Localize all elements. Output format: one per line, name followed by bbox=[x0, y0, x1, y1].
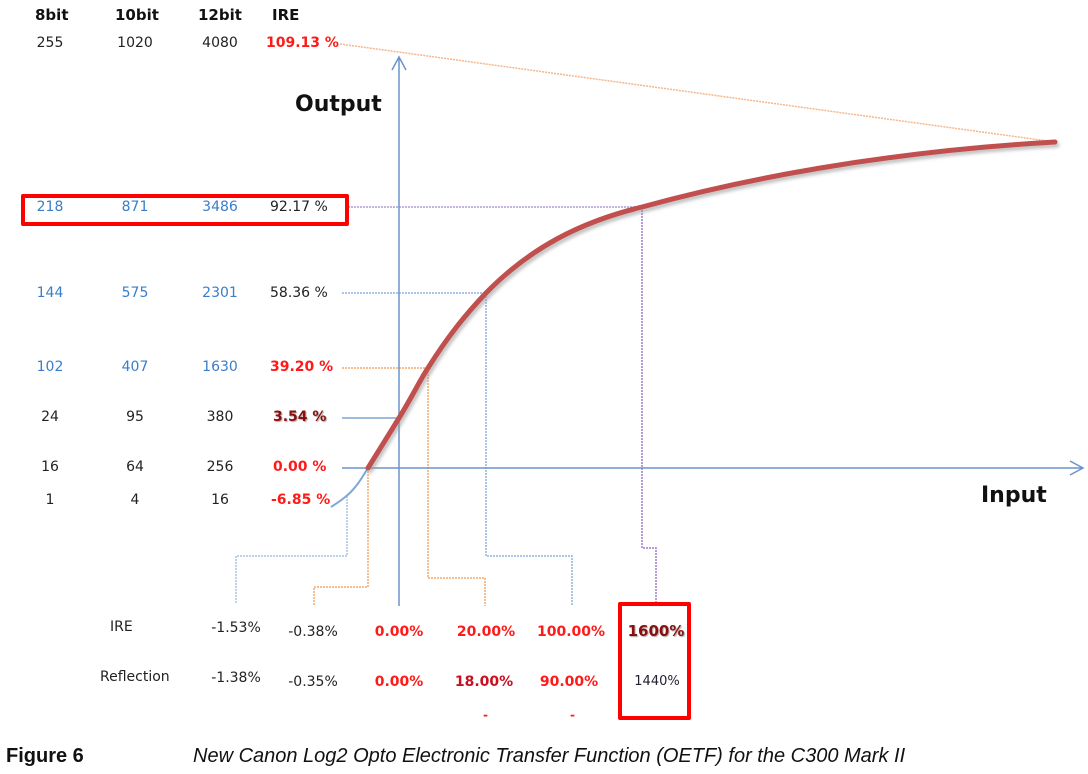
row5-10bit: 64 bbox=[126, 459, 144, 475]
row4-ire: 3.54 % bbox=[273, 409, 327, 425]
row0-10bit: 1020 bbox=[117, 35, 153, 51]
row0-ire: 109.13 % bbox=[266, 35, 339, 51]
dash-mark-2: - bbox=[570, 708, 575, 722]
oetf-curve bbox=[365, 139, 1058, 471]
row3-ire: 39.20 % bbox=[270, 359, 334, 375]
input-refl-1: -0.35% bbox=[288, 674, 338, 690]
dash-mark-1: - bbox=[483, 708, 488, 722]
row4-10bit: 95 bbox=[126, 409, 144, 425]
input-ire-5: 1600% bbox=[627, 622, 685, 640]
highlight-box-output bbox=[21, 194, 349, 226]
input-ire-1: -0.38% bbox=[288, 624, 338, 640]
bottom-ire-label: IRE bbox=[110, 619, 133, 635]
input-ire-3: 20.00% bbox=[456, 624, 516, 640]
curve-toe bbox=[330, 467, 369, 508]
row3-8bit: 102 bbox=[36, 359, 64, 375]
row4-12bit: 380 bbox=[206, 409, 234, 425]
y-axis-label: Output bbox=[295, 92, 382, 117]
guide-1440 bbox=[641, 207, 657, 604]
row0-12bit: 4080 bbox=[202, 35, 238, 51]
x-axis-label: Input bbox=[981, 483, 1047, 508]
row6-10bit: 4 bbox=[130, 492, 140, 508]
row6-12bit: 16 bbox=[211, 492, 229, 508]
row2-12bit: 2301 bbox=[202, 285, 238, 301]
header-8bit: 8bit bbox=[35, 6, 69, 24]
input-refl-2: 0.00% bbox=[374, 674, 424, 690]
row6-8bit: 1 bbox=[45, 492, 55, 508]
input-refl-0: -1.38% bbox=[211, 670, 261, 686]
row5-8bit: 16 bbox=[41, 459, 59, 475]
row5-ire: 0.00 % bbox=[273, 459, 327, 475]
input-ire-2: 0.00% bbox=[374, 624, 424, 640]
row0-8bit: 255 bbox=[36, 35, 64, 51]
figure-caption: New Canon Log2 Opto Electronic Transfer … bbox=[193, 745, 906, 767]
row2-ire: 58.36 % bbox=[270, 285, 328, 301]
row1-ire: 92.17 % bbox=[270, 199, 328, 215]
guide-90 bbox=[485, 293, 573, 606]
row3-12bit: 1630 bbox=[202, 359, 238, 375]
highlight-box-input bbox=[618, 602, 691, 720]
bottom-reflection-label: Reflection bbox=[100, 669, 170, 685]
header-10bit: 10bit bbox=[115, 6, 159, 24]
row3-10bit: 407 bbox=[121, 359, 149, 375]
max-output-guide bbox=[339, 43, 1056, 143]
guide-minus138 bbox=[235, 496, 348, 604]
row1-12bit: 3486 bbox=[202, 199, 238, 215]
input-refl-5: 1440% bbox=[634, 674, 680, 689]
guide-18 bbox=[427, 368, 486, 606]
row1-8bit: 218 bbox=[36, 199, 64, 215]
row4-8bit: 24 bbox=[41, 409, 59, 425]
row2-10bit: 575 bbox=[121, 285, 149, 301]
row5-12bit: 256 bbox=[206, 459, 234, 475]
header-12bit: 12bit bbox=[198, 6, 242, 24]
header-ire: IRE bbox=[272, 6, 300, 24]
input-ire-0: -1.53% bbox=[211, 620, 261, 636]
figure-number: Figure 6 bbox=[6, 745, 84, 767]
y-axis-arrow bbox=[391, 55, 407, 71]
input-refl-3: 18.00% bbox=[454, 674, 514, 690]
input-ire-4: 100.00% bbox=[536, 624, 606, 640]
row2-8bit: 144 bbox=[36, 285, 64, 301]
guide-minus035 bbox=[313, 468, 369, 606]
x-axis-arrow bbox=[1069, 460, 1085, 476]
input-refl-4: 90.00% bbox=[539, 674, 599, 690]
row1-10bit: 871 bbox=[121, 199, 149, 215]
row6-ire: -6.85 % bbox=[271, 492, 331, 508]
